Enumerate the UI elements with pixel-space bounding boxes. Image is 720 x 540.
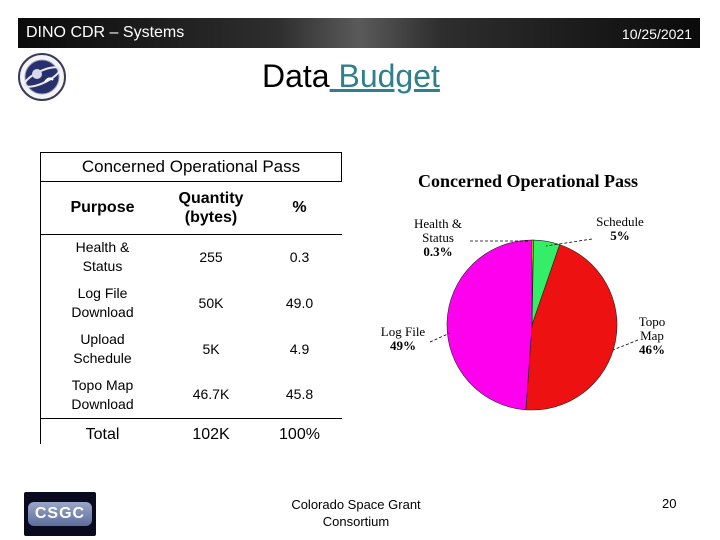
csgc-logo-icon: CSGC — [24, 492, 96, 536]
total-label: Total — [85, 425, 120, 443]
cell-percent: 0.3 — [289, 248, 310, 265]
footer-organization: Colorado Space Grant Consortium — [276, 496, 436, 530]
cell-quantity: 5K — [202, 340, 220, 357]
page-number: 20 — [662, 496, 677, 511]
pie-leader-line — [612, 339, 639, 351]
table-row: Log File Download 50K 49.0 — [40, 280, 342, 326]
table-row: Topo Map Download 46.7K 45.8 — [40, 372, 342, 418]
header-quantity-text: Quantity (bytes) — [178, 189, 244, 226]
data-budget-table: Purpose Quantity (bytes) % Health & Stat… — [40, 182, 342, 450]
cell-quantity: 50K — [198, 294, 224, 311]
pie-slice-log-file — [446, 239, 533, 411]
cell-percent: 49.0 — [285, 294, 314, 311]
header-quantity: Quantity (bytes) — [165, 182, 257, 234]
total-percent: 100% — [279, 425, 320, 443]
pie-label: Schedule 5% — [596, 214, 644, 243]
table-row: Upload Schedule 5K 4.9 — [40, 326, 342, 372]
footer-org-line1: Colorado Space Grant — [291, 497, 421, 512]
pie-label: Topo Map 46% — [639, 314, 666, 357]
pie-slice-topo-map — [525, 244, 618, 411]
header-title: DINO CDR – Systems — [26, 24, 185, 41]
cell-purpose: Topo Map Download — [71, 376, 134, 412]
pie-leader-line — [545, 238, 593, 247]
pie-leader-line — [429, 332, 451, 343]
pie-label: Health & Status 0.3% — [414, 216, 462, 259]
csgc-logo-text: CSGC — [28, 502, 92, 526]
table-row: Health & Status 255 0.3 — [40, 234, 342, 280]
footer-org-line2: Consortium — [322, 514, 390, 529]
header-date: 10/25/2021 — [621, 26, 692, 42]
table-caption: Concerned Operational Pass — [40, 152, 342, 182]
cell-purpose: Health & Status — [75, 239, 130, 275]
cell-percent: 45.8 — [285, 386, 314, 403]
cell-percent: 4.9 — [289, 340, 310, 357]
total-quantity: 102K — [192, 425, 230, 443]
cell-quantity: 46.7K — [192, 386, 230, 403]
dino-mission-seal-icon — [18, 53, 66, 101]
chart-title: Concerned Operational Pass — [418, 171, 638, 191]
table-header-row: Purpose Quantity (bytes) % — [40, 182, 342, 234]
slide-title: Data Budget — [262, 58, 440, 95]
slide-title-part1: Data — [262, 58, 330, 94]
header-purpose: Purpose — [70, 199, 135, 217]
table-total-row: Total 102K 100% — [40, 418, 342, 450]
pie-chart: Concerned Operational Pass Health & Statu… — [381, 171, 666, 411]
cell-purpose: Upload Schedule — [73, 331, 132, 366]
header-percent: % — [292, 199, 307, 217]
pie-label: Log File 49% — [381, 324, 426, 353]
slide-title-part2: Budget — [329, 58, 440, 94]
header-bar: DINO CDR – Systems 10/25/2021 — [18, 18, 700, 48]
cell-quantity: 255 — [199, 248, 223, 265]
cell-purpose: Log File Download — [71, 285, 134, 320]
